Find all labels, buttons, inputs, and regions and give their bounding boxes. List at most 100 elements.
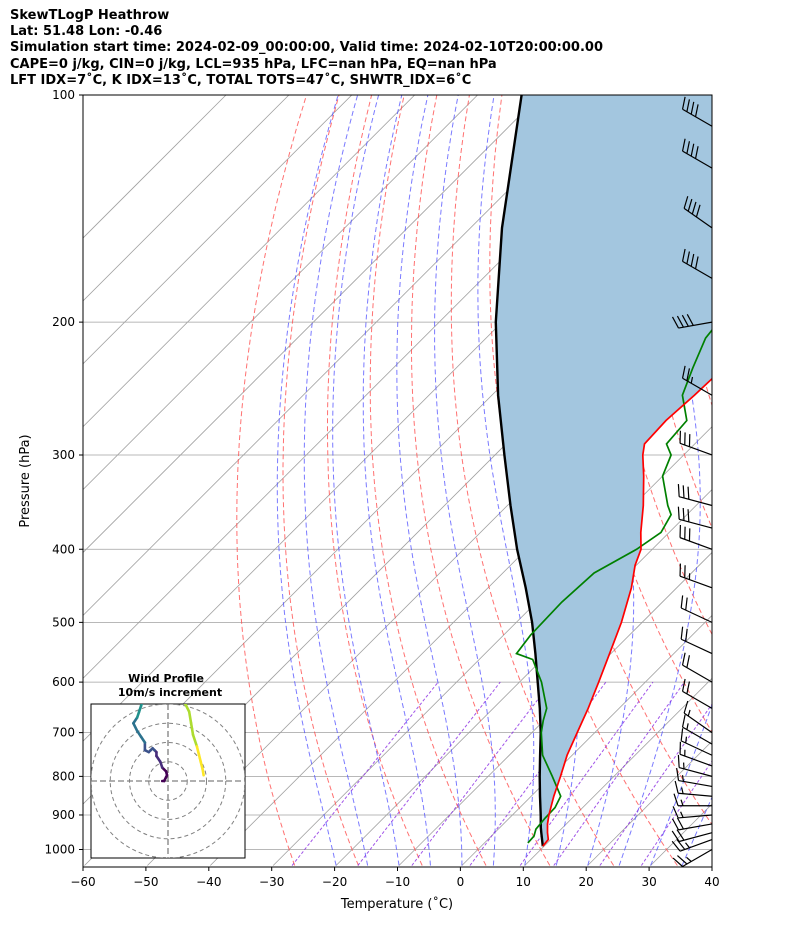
wind-barb-staff bbox=[682, 690, 713, 709]
location-line: Lat: 51.48 Lon: -0.46 bbox=[10, 24, 163, 40]
moist-adiabat bbox=[477, 95, 535, 866]
wind-barb bbox=[677, 754, 713, 777]
dry-adiabat bbox=[730, 95, 794, 866]
y-tick-label: 200 bbox=[52, 315, 75, 329]
wind-barb-flag bbox=[681, 314, 689, 327]
hodograph-segment bbox=[132, 721, 139, 733]
wind-barb bbox=[676, 767, 713, 788]
wind-barb-flag bbox=[683, 196, 689, 209]
y-tick-label: 400 bbox=[52, 542, 75, 556]
wind-barb-staff bbox=[679, 518, 713, 529]
wind-barb bbox=[673, 793, 712, 807]
wind-barb-flag bbox=[686, 251, 691, 264]
moist-adiabat bbox=[332, 95, 400, 866]
wind-barb-half-flag bbox=[680, 799, 684, 806]
wind-barb-flag bbox=[681, 714, 686, 728]
wind-barb-flag bbox=[687, 198, 693, 212]
wind-barb-flag bbox=[677, 855, 688, 865]
y-tick-label: 700 bbox=[52, 726, 75, 740]
hodograph-segment bbox=[184, 704, 191, 714]
wind-barb-flag bbox=[687, 486, 690, 500]
dry-adiabat bbox=[763, 95, 794, 866]
wind-barb-half-flag bbox=[681, 787, 684, 794]
profile-lines bbox=[494, 95, 712, 847]
x-tick-label: −40 bbox=[196, 875, 221, 889]
wind-barb-staff bbox=[682, 664, 713, 683]
hodograph-segment bbox=[139, 704, 144, 708]
wind-barb-flag bbox=[681, 678, 686, 692]
parcel-area-fill bbox=[495, 95, 712, 847]
wind-barb-staff bbox=[682, 108, 713, 127]
mixing-ratio-line bbox=[357, 681, 501, 866]
isotherm-line bbox=[83, 95, 604, 616]
chart-title: SkewTLogP Heathrow bbox=[10, 8, 170, 23]
index-line: LFT IDX=7˚C, K IDX=13˚C, TOTAL TOTS=47˚C… bbox=[10, 72, 472, 88]
wind-barb-staff bbox=[682, 377, 713, 396]
isotherm-line bbox=[524, 677, 712, 866]
wind-barb bbox=[671, 838, 713, 852]
x-tick-label: 30 bbox=[641, 875, 656, 889]
x-tick-label: 20 bbox=[579, 875, 594, 889]
isotherm-line bbox=[398, 551, 712, 866]
wind-barb-half-flag bbox=[685, 736, 688, 744]
wind-barb-flag bbox=[674, 780, 679, 794]
wind-barb-flag bbox=[685, 628, 688, 642]
hodograph-ring bbox=[148, 761, 188, 801]
wind-barb-staff bbox=[678, 321, 713, 329]
wind-barb bbox=[680, 728, 713, 756]
wind-barb-half-flag bbox=[686, 856, 692, 862]
wind-barb-flag bbox=[683, 700, 689, 714]
wind-barb-flag bbox=[690, 101, 695, 115]
hodograph-title: Wind Profile bbox=[128, 672, 204, 685]
wind-barb-flag bbox=[686, 141, 691, 154]
isotherm-line bbox=[83, 95, 290, 302]
dry-adiabat bbox=[450, 95, 615, 866]
wind-barb bbox=[674, 780, 713, 797]
chart-title-block: SkewTLogP Heathrow Lat: 51.48 Lon: -0.46… bbox=[10, 8, 603, 89]
isotherm-line bbox=[461, 614, 712, 866]
isotherm-line bbox=[83, 95, 478, 491]
x-tick-label: −20 bbox=[322, 875, 347, 889]
wind-barb bbox=[680, 626, 713, 655]
wind-barb-half-flag bbox=[686, 723, 689, 730]
hodograph-subtitle: 10m/s increment bbox=[118, 686, 222, 699]
wind-barb-flag bbox=[685, 597, 688, 611]
dewpoint-line bbox=[515, 328, 712, 844]
wind-barb-flag bbox=[672, 857, 683, 867]
wind-barb-flag bbox=[686, 314, 694, 326]
wind-barb bbox=[672, 848, 713, 868]
wind-barb bbox=[679, 430, 713, 456]
mixing-ratio-line bbox=[640, 760, 712, 866]
wind-barb-flag bbox=[676, 817, 684, 830]
wind-barbs bbox=[671, 96, 713, 868]
wind-barb-flag bbox=[694, 104, 699, 117]
wind-barb-flag bbox=[673, 793, 679, 806]
y-tick-label: 100 bbox=[52, 88, 75, 102]
wind-barb-flag bbox=[676, 767, 680, 781]
wind-barb-flag bbox=[676, 315, 684, 328]
moist-adiabat bbox=[362, 95, 431, 866]
wind-barb-flag bbox=[681, 138, 686, 152]
wind-barb-flag bbox=[671, 830, 680, 842]
wind-barb-flag bbox=[671, 316, 680, 329]
wind-barb-flag bbox=[682, 485, 685, 499]
wind-barb-half-flag bbox=[685, 842, 690, 849]
wind-barb-staff bbox=[682, 726, 713, 745]
x-tick-label: −60 bbox=[70, 875, 95, 889]
y-tick-label: 500 bbox=[52, 615, 75, 629]
y-tick-label: 300 bbox=[52, 448, 75, 462]
hodograph-segment bbox=[191, 733, 199, 748]
time-line: Simulation start time: 2024-02-09_00:00:… bbox=[10, 40, 603, 56]
wind-barb-staff bbox=[678, 779, 713, 788]
wind-barb bbox=[681, 714, 713, 745]
axes: −60 −50 −40 −30 −20 −10 0 10 20 30 40 1000 900 800 700… bbox=[44, 88, 719, 889]
isotherm-line bbox=[83, 95, 227, 239]
wind-barb-flag bbox=[680, 595, 684, 609]
isotherm-line bbox=[83, 95, 541, 554]
hodograph-segment bbox=[187, 710, 193, 725]
wind-barb-flag bbox=[672, 806, 679, 819]
wind-barb-half-flag bbox=[687, 709, 691, 717]
moist-adiabat bbox=[714, 95, 794, 866]
wind-barb bbox=[679, 741, 713, 767]
wind-barb bbox=[681, 365, 713, 396]
